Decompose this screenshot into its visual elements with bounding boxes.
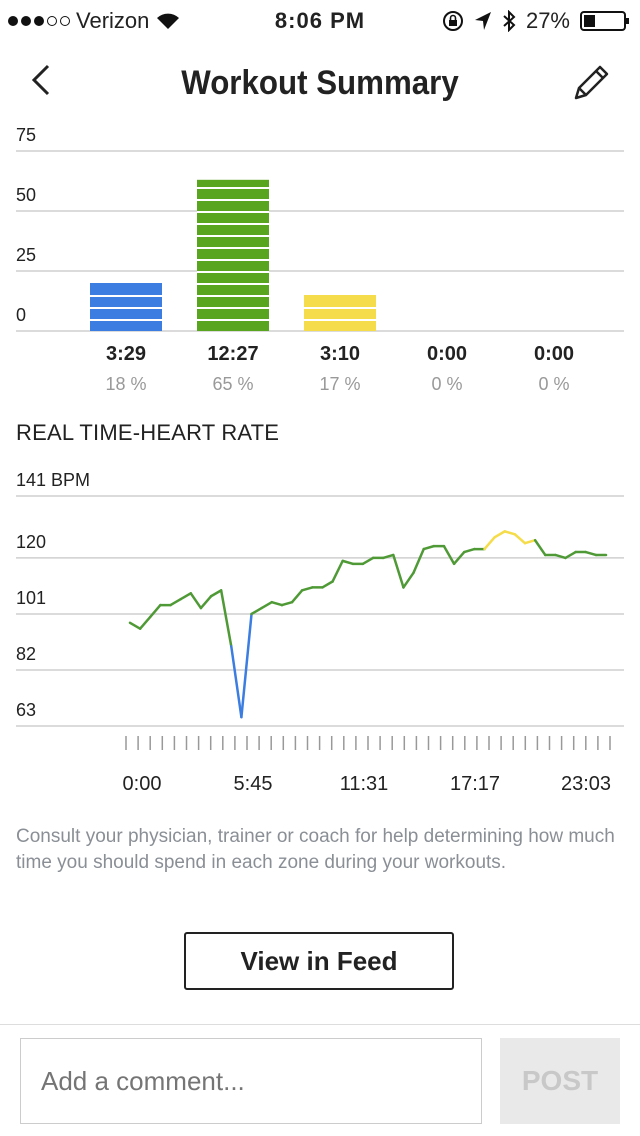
zone-time-label: 0:00: [427, 343, 467, 365]
hr-line-segment: [189, 592, 203, 610]
y-tick-label: 25: [16, 245, 36, 265]
hr-line-segment: [452, 550, 466, 566]
zone-time-label: 0:00: [534, 343, 574, 365]
zone-bar-fill: [197, 179, 269, 331]
hr-line-segment: [290, 589, 304, 604]
y-tick-label: 50: [16, 185, 36, 205]
hr-line-segment: [169, 597, 182, 607]
hr-line-segment: [361, 556, 375, 566]
hr-line-segment: [523, 538, 537, 545]
x-tick-label: 5:45: [234, 773, 273, 795]
hr-line-segment: [138, 615, 152, 630]
zone-bar-chart: 75 50 25 0 3:29 18 % 12:27 65 % 3:10 17 % 0:00 0 % 0…: [16, 125, 624, 394]
y-tick-label: 101: [16, 588, 46, 608]
hr-line-segment: [392, 553, 405, 589]
zone-bar: [197, 179, 269, 331]
hr-line-segment: [533, 538, 547, 557]
hr-top-label: 141 BPM: [16, 470, 90, 490]
status-left: Verizon: [8, 8, 181, 34]
view-in-feed-label: View in Feed: [240, 945, 398, 976]
battery-icon: [580, 11, 629, 31]
battery-percent: 27%: [525, 8, 570, 33]
post-button[interactable]: POST: [500, 1038, 620, 1124]
hr-line-segment: [149, 603, 162, 619]
zone-percent-label: 18 %: [105, 374, 146, 394]
edit-button[interactable]: [570, 62, 612, 104]
hr-line-segment: [331, 559, 344, 583]
heart-rate-title: REAL TIME-HEART RATE: [16, 420, 280, 445]
hr-line-segment: [341, 559, 355, 566]
hr-line-segment: [219, 589, 233, 648]
heart-rate-chart: 141 BPM 120 101 82 63 0:00 5:45 11:31 17:17 23:03: [16, 470, 624, 795]
y-tick-label: 82: [16, 644, 36, 664]
zone-percent-label: 17 %: [319, 374, 360, 394]
hr-line-segment: [179, 592, 193, 601]
view-in-feed-button[interactable]: View in Feed: [184, 932, 454, 990]
back-button[interactable]: [28, 62, 58, 102]
y-tick-label: 120: [16, 532, 46, 552]
divider: [0, 1024, 640, 1025]
hr-line-segment: [412, 547, 425, 574]
zone-bar: [90, 283, 162, 331]
zone-percent-label: 0 %: [538, 374, 569, 394]
hr-line-segment: [128, 621, 142, 630]
hr-line-segment: [209, 589, 223, 598]
hr-line-segment: [402, 571, 415, 589]
zone-bar: [304, 295, 376, 331]
hr-line-segment: [250, 606, 263, 616]
hr-line-segment: [260, 600, 274, 610]
bluetooth-icon: [503, 10, 516, 32]
hr-line-segment: [493, 530, 506, 539]
carrier-label: Verizon: [76, 8, 150, 33]
rotation-lock-icon: [442, 11, 463, 31]
hr-line-segment: [503, 530, 517, 536]
y-tick-label: 75: [16, 125, 36, 145]
hr-line-segment: [564, 550, 577, 560]
zone-bar-fill: [304, 295, 376, 331]
hr-line-segment: [280, 600, 294, 607]
signal-strength-icon: [8, 16, 70, 26]
zone-time-label: 12:27: [207, 343, 258, 365]
disclaimer-text: Consult your physician, trainer or coach…: [16, 826, 615, 873]
hr-line-segment: [584, 550, 598, 557]
page-title: Workout Summary: [181, 64, 459, 102]
x-tick-label: 17:17: [450, 773, 500, 795]
zone-percent-label: 0 %: [431, 374, 462, 394]
chevron-left-icon: [31, 64, 50, 96]
pencil-icon: [574, 65, 609, 100]
hr-line-segment: [442, 544, 456, 566]
post-button-label: POST: [521, 1065, 599, 1096]
hr-line-segment: [199, 595, 213, 610]
nav-bar: Workout Summary: [0, 44, 640, 124]
comment-input[interactable]: [20, 1038, 482, 1124]
zone-percent-label: 65 %: [212, 374, 253, 394]
hr-line-segment: [554, 553, 567, 560]
x-tick-label: 11:31: [340, 773, 389, 795]
y-tick-label: 0: [16, 305, 26, 325]
hr-line-segment: [230, 645, 243, 719]
zone-time-label: 3:29: [106, 343, 146, 365]
x-tick-label: 0:00: [123, 773, 162, 795]
status-bar: Verizon 8:06 PM 27%: [0, 0, 640, 40]
zone-time-label: 3:10: [320, 343, 360, 365]
y-tick-label: 63: [16, 700, 36, 720]
location-arrow-icon: [474, 12, 491, 30]
x-tick-label: 23:03: [561, 773, 611, 795]
hr-line-segment: [422, 544, 436, 551]
hr-line-segment: [300, 586, 314, 592]
hr-line-segment: [483, 536, 496, 551]
hr-line-segment: [240, 612, 253, 719]
wifi-icon: [157, 13, 180, 29]
hr-line-segment: [462, 547, 476, 554]
hr-line-segment: [513, 533, 527, 545]
hr-line-segment: [270, 600, 284, 607]
status-time: 8:06 PM: [274, 8, 366, 33]
hr-line-segment: [381, 553, 395, 560]
hr-line-segment: [321, 580, 334, 589]
status-right: 27%: [442, 8, 630, 34]
